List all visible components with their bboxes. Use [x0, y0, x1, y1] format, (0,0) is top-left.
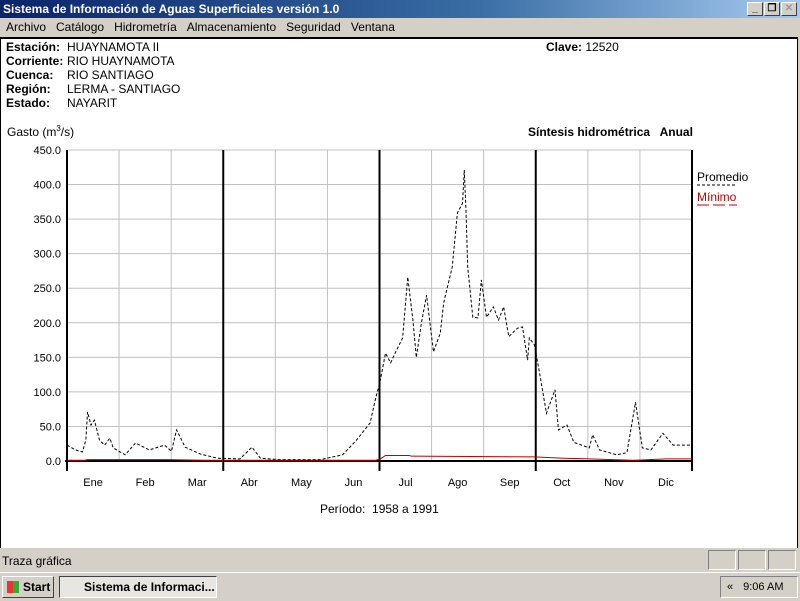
y-tick-label: 250.0 [33, 283, 61, 295]
status-panel [738, 550, 766, 570]
y-tick-label: 0.0 [46, 456, 61, 468]
x-tick-label: May [291, 477, 312, 489]
x-tick-label: Oct [553, 477, 570, 489]
x-tick-label: Jul [399, 477, 413, 489]
x-tick-label: Mar [188, 477, 207, 489]
y-tick-label: 450.0 [33, 145, 61, 157]
legend-label: Promedio [697, 170, 749, 184]
legend-label: Mínimo [697, 190, 737, 204]
menu-bar: Archivo Catálogo Hidrometría Almacenamie… [0, 18, 800, 37]
x-tick-label: Ene [83, 477, 103, 489]
y-tick-label: 100.0 [33, 387, 61, 399]
start-button[interactable]: Start [2, 576, 54, 598]
title-bar: Sistema de Información de Aguas Superfic… [0, 0, 800, 18]
station-info: Estación: HUAYNAMOTA II Corriente: RIO HUA… [6, 40, 180, 110]
minimize-button[interactable]: _ [747, 2, 763, 16]
x-tick-label: Nov [604, 477, 624, 489]
chart-title: Síntesis hidrométrica Anual [528, 125, 693, 139]
status-text: Traza gráfica [2, 554, 72, 568]
clave-label: Clave: [546, 40, 583, 54]
menu-seguridad[interactable]: Seguridad [286, 20, 341, 34]
field-value: LERMA - SANTIAGO [67, 82, 181, 96]
menu-archivo[interactable]: Archivo [6, 20, 47, 34]
x-tick-label: Ago [448, 477, 468, 489]
series-line-minimo [67, 454, 692, 461]
task-label: Sistema de Informaci... [84, 580, 215, 594]
clave-value: 12520 [585, 40, 619, 54]
clock: 9:06 AM [743, 581, 784, 593]
field-label: Estado: [6, 96, 51, 110]
taskbar-item[interactable]: Sistema de Informaci... [59, 576, 217, 598]
field-value: RIO HUAYNAMOTA [67, 54, 175, 68]
x-tick-label: Jun [345, 477, 363, 489]
field-label: Estación: [6, 40, 61, 54]
field-label: Corriente: [6, 54, 64, 68]
x-axis-label: Período: 1958 a 1991 [320, 502, 439, 516]
menu-catalogo[interactable]: Catálogo [56, 20, 105, 34]
chart-window [0, 37, 798, 548]
menu-ventana[interactable]: Ventana [350, 20, 395, 34]
y-tick-label: 200.0 [33, 318, 61, 330]
window-title: Sistema de Información de Aguas Superfic… [3, 2, 340, 16]
show-hidden-icons-button[interactable]: « [727, 581, 734, 593]
y-tick-label: 50.0 [40, 421, 61, 433]
x-tick-label: Sep [500, 477, 520, 489]
close-button[interactable]: ✕ [781, 2, 797, 16]
field-value: RIO SANTIAGO [67, 68, 154, 82]
start-label: Start [23, 580, 51, 594]
y-tick-label: 150.0 [33, 352, 61, 364]
status-bar: Traza gráfica [0, 549, 800, 571]
y-tick-label: 400.0 [33, 180, 61, 192]
y-tick-label: 300.0 [33, 249, 61, 261]
windows-logo-icon [7, 581, 19, 593]
menu-almacenamiento[interactable]: Almacenamiento [186, 20, 277, 34]
restore-button[interactable]: ❐ [764, 2, 780, 16]
taskbar: Start Sistema de Informaci... « 9:06 AM [0, 572, 800, 601]
field-label: Cuenca: [6, 68, 54, 82]
series-line-promedio [66, 170, 692, 461]
field-label: Región: [6, 82, 51, 96]
clave: Clave: 12520 [546, 40, 619, 54]
field-value: NAYARIT [67, 96, 118, 110]
x-tick-label: Dic [658, 477, 674, 489]
field-value: HUAYNAMOTA II [67, 40, 160, 54]
y-axis-label: Gasto (m3/s) [7, 124, 75, 139]
x-tick-label: Abr [241, 477, 258, 489]
menu-hidrometria[interactable]: Hidrometría [114, 20, 177, 34]
system-tray: « 9:06 AM [720, 576, 798, 598]
y-tick-label: 350.0 [33, 214, 61, 226]
status-panel [768, 550, 796, 570]
x-tick-label: Feb [136, 477, 155, 489]
status-panel [708, 550, 736, 570]
